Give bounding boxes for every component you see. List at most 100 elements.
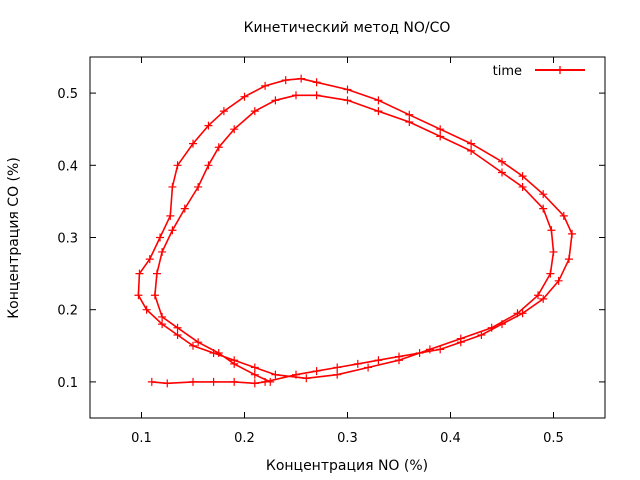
data-point bbox=[214, 143, 223, 152]
data-point bbox=[219, 107, 228, 116]
data-point bbox=[230, 125, 239, 134]
data-point bbox=[547, 226, 556, 235]
x-axis: 0.1 0.2 0.3 0.4 0.5 bbox=[131, 57, 564, 446]
data-point bbox=[343, 96, 352, 105]
x-tick-label: 0.3 bbox=[337, 431, 358, 446]
data-point bbox=[292, 370, 300, 379]
data-point bbox=[189, 341, 197, 350]
legend-label-time: time bbox=[493, 64, 522, 79]
data-point bbox=[271, 370, 280, 379]
data-point bbox=[312, 91, 321, 100]
series-line-time bbox=[137, 77, 573, 385]
data-point bbox=[158, 247, 167, 256]
data-point bbox=[436, 345, 445, 354]
y-axis-label: Концентрация CO (%) bbox=[6, 157, 22, 319]
data-point bbox=[364, 363, 373, 372]
data-point bbox=[487, 323, 496, 332]
data-point bbox=[405, 117, 414, 126]
data-point bbox=[312, 367, 321, 376]
legend: time bbox=[493, 64, 585, 79]
data-point bbox=[214, 349, 223, 358]
data-point bbox=[142, 305, 151, 314]
data-point bbox=[564, 255, 573, 264]
data-point bbox=[353, 359, 362, 368]
x-tick-label: 0.4 bbox=[440, 431, 461, 446]
data-point bbox=[546, 269, 555, 278]
data-point bbox=[168, 182, 177, 191]
data-point bbox=[240, 92, 249, 101]
data-point bbox=[477, 330, 486, 339]
data-point bbox=[250, 107, 259, 116]
data-point bbox=[145, 255, 154, 264]
data-point bbox=[209, 377, 218, 386]
data-point bbox=[147, 377, 156, 386]
data-point bbox=[374, 356, 383, 365]
data-point bbox=[163, 379, 172, 388]
chart-title: Кинетический метод NO/CO bbox=[244, 20, 451, 36]
x-tick-label: 0.1 bbox=[131, 431, 152, 446]
data-point bbox=[266, 377, 275, 386]
data-point bbox=[405, 110, 414, 119]
data-point bbox=[166, 211, 175, 220]
data-point bbox=[189, 377, 197, 386]
data-point bbox=[539, 204, 548, 213]
data-point bbox=[292, 91, 300, 100]
data-point bbox=[467, 146, 476, 155]
data-point bbox=[173, 323, 182, 332]
data-point bbox=[395, 356, 403, 365]
y-tick-label: 0.1 bbox=[57, 376, 78, 391]
data-point bbox=[456, 334, 465, 343]
data-point bbox=[559, 211, 568, 220]
data-point bbox=[312, 78, 321, 87]
data-point bbox=[230, 359, 239, 368]
data-point bbox=[204, 121, 213, 130]
data-point bbox=[134, 291, 143, 300]
data-point bbox=[498, 320, 506, 329]
data-point bbox=[425, 345, 434, 354]
data-point bbox=[534, 291, 543, 300]
data-point bbox=[568, 229, 577, 238]
data-point bbox=[374, 96, 383, 105]
data-point bbox=[271, 96, 280, 105]
data-point bbox=[194, 182, 203, 191]
y-tick-label: 0.5 bbox=[57, 87, 78, 102]
data-point bbox=[250, 370, 259, 379]
y-tick-label: 0.4 bbox=[57, 159, 78, 174]
x-axis-label: Концентрация NO (%) bbox=[266, 458, 428, 474]
data-point bbox=[152, 269, 161, 278]
data-point bbox=[250, 379, 259, 388]
x-tick-label: 0.5 bbox=[543, 431, 564, 446]
data-point bbox=[436, 132, 445, 141]
data-point bbox=[539, 190, 548, 199]
y-tick-label: 0.2 bbox=[57, 304, 78, 319]
data-point bbox=[281, 76, 290, 85]
data-point bbox=[156, 233, 165, 242]
data-point bbox=[333, 363, 342, 372]
data-point bbox=[518, 182, 527, 191]
data-point bbox=[173, 161, 182, 170]
data-point bbox=[250, 363, 259, 372]
data-point bbox=[230, 377, 239, 386]
data-point bbox=[189, 139, 197, 148]
data-point bbox=[333, 370, 342, 379]
data-point bbox=[498, 157, 506, 166]
data-point bbox=[158, 312, 167, 321]
data-point bbox=[467, 139, 476, 148]
y-tick-label: 0.3 bbox=[57, 232, 78, 247]
data-point bbox=[343, 85, 352, 94]
data-point bbox=[168, 226, 177, 235]
data-point bbox=[173, 330, 182, 339]
data-point bbox=[513, 309, 522, 318]
data-point bbox=[436, 125, 445, 134]
y-axis: 0.1 0.2 0.3 0.4 0.5 bbox=[57, 87, 605, 391]
data-point bbox=[194, 338, 203, 347]
data-point bbox=[302, 374, 311, 383]
data-point bbox=[518, 172, 527, 181]
data-point bbox=[158, 320, 167, 329]
x-tick-label: 0.2 bbox=[234, 431, 255, 446]
data-point bbox=[498, 168, 506, 177]
data-point bbox=[554, 276, 563, 285]
plot-frame bbox=[89, 56, 606, 419]
data-point bbox=[539, 294, 548, 303]
